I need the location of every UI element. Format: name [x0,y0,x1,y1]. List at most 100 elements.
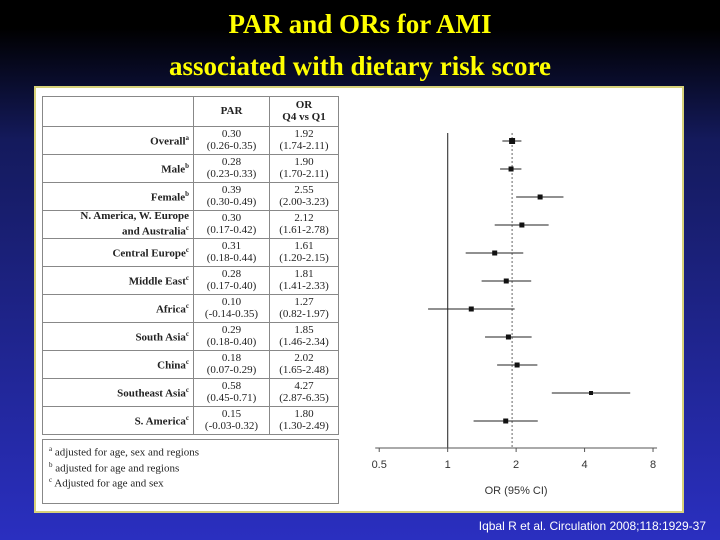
row-label: Chinac [42,350,194,379]
par-value: 0.29 [221,324,242,336]
row-label-footnote-mark: c [185,413,189,422]
row-par: 0.18 (0.07-0.29) [193,350,270,379]
row-label-footnote-mark: b [185,161,189,170]
header-or: OR Q4 vs Q1 [269,96,339,127]
or-ci: (0.82-1.97) [279,307,329,320]
par-ci: (0.18-0.44) [206,251,257,264]
par-ci: (0.45-0.71) [206,391,257,404]
point-estimate [503,418,509,424]
row-par: 0.10 (-0.14-0.35) [193,294,270,323]
table-row: Southeast Asiac 0.58 (0.45-0.71) 4.27 (2.87-… [42,378,339,407]
table-row: Middle Eastc 0.28 (0.17-0.40) 1.81 (1.41-2.3… [42,266,339,295]
row-par: 0.39 (0.30-0.49) [193,182,270,211]
citation: Iqbal R et al. Circulation 2008;118:1929… [478,519,706,533]
row-label: Africac [42,294,194,323]
row-label-text: Southeast Asia [117,387,186,400]
par-ci: (0.17-0.42) [206,223,257,236]
slide-title-line2: associated with dietary risk score [169,51,551,81]
footnote-text: Adjusted for age and sex [52,477,164,490]
or-value: 4.27 [294,380,314,392]
par-value: 0.30 [221,212,242,224]
row-label-footnote-mark: a [185,133,190,142]
forest-plot: 0.5 1 2 4 8 OR (95% CI) [372,133,658,497]
footnotes: a adjusted for age, sex and regions b adj… [42,439,339,504]
par-ci: (-0.14-0.35) [204,307,259,320]
or-value: 1.81 [294,268,314,280]
x-tick-label: 1 [445,459,451,471]
footnote-mark: b [49,460,53,469]
par-value: 0.30 [221,128,242,140]
x-tick-label: 8 [650,459,656,471]
row-or: 4.27 (2.87-6.35) [269,378,339,407]
row-label-footnote-mark: c [185,357,189,366]
par-value: 0.18 [221,352,242,364]
or-ci: (1.41-2.33) [279,279,329,292]
point-estimate [537,194,543,200]
par-value: 0.39 [221,184,242,196]
par-value: 0.31 [221,240,242,252]
or-ci: (1.30-2.49) [279,419,329,432]
row-label-footnote-mark: c [185,273,189,282]
row-par: 0.58 (0.45-0.71) [193,378,270,407]
or-ci: (1.65-2.48) [279,363,329,376]
row-label: Central Europec [42,238,194,267]
row-label-text: Middle East [128,275,186,288]
or-value: 1.85 [294,324,314,336]
row-label-text: Female [150,191,186,204]
point-estimate [509,138,516,144]
row-label: S. Americac [42,406,194,435]
footnote-item: c Adjusted for age and sex [49,474,332,490]
point-estimate [492,250,498,256]
or-value: 2.02 [294,352,314,364]
footnote-mark: c [49,476,53,485]
row-par: 0.15 (-0.03-0.32) [193,406,270,435]
row-label-text: S. America [134,415,186,428]
or-ci: (2.00-3.23) [279,195,329,208]
par-ci: (0.17-0.40) [206,279,257,292]
par-value: 0.15 [221,408,242,420]
or-value: 1.90 [294,156,314,168]
row-label: Middle Eastc [42,266,194,295]
row-label-text-2: and Australia [122,225,186,238]
row-or: 2.55 (2.00-3.23) [269,182,339,211]
row-or: 1.80 (1.30-2.49) [269,406,339,435]
par-ci: (-0.03-0.32) [204,419,259,432]
par-value: 0.58 [221,380,242,392]
row-label-footnote-mark: b [185,189,189,198]
row-or: 1.92 (1.74-2.11) [269,126,339,155]
point-estimate [589,391,594,395]
par-value: 0.10 [221,296,242,308]
or-value: 1.61 [294,240,314,252]
row-label: South Asiac [42,322,194,351]
slide-title-line1: PAR and ORs for AMI [228,9,492,39]
par-ci: (0.18-0.40) [206,335,257,348]
row-or: 2.02 (1.65-2.48) [269,350,339,379]
or-ci: (1.20-2.15) [279,251,329,264]
row-label-footnote-mark: c [185,329,189,338]
row-label-text: South Asia [135,331,186,344]
or-ci: (1.74-2.11) [279,139,329,152]
row-label-footnote-mark: c [185,245,189,254]
or-ci: (1.46-2.34) [279,335,329,348]
footnote-text: adjusted for age and regions [52,462,180,475]
par-ci: (0.30-0.49) [206,195,257,208]
x-axis-label: OR (95% CI) [485,485,548,497]
row-or: 1.90 (1.70-2.11) [269,154,339,183]
row-label-footnote-mark: c [185,301,189,310]
row-label-footnote-mark: c [185,385,189,394]
row-label-text: N. America, W. Europe [80,210,189,223]
par-ci: (0.23-0.33) [206,167,257,180]
point-estimate [508,166,514,172]
table-row: South Asiac 0.29 (0.18-0.40) 1.85 (1.46-2.34… [42,322,339,351]
point-estimate [503,278,509,284]
or-ci: (1.70-2.11) [279,167,329,180]
table-row: S. Americac 0.15 (-0.03-0.32) 1.80 (1.30-2.4… [42,406,339,435]
point-estimate [514,362,520,368]
row-label: Southeast Asiac [42,378,194,407]
or-value: 1.27 [294,296,314,308]
table-row: Central Europec 0.31 (0.18-0.44) 1.61 (1.20-… [42,238,339,267]
par-ci: (0.26-0.35) [206,139,257,152]
table-body: Overalla 0.30 (0.26-0.35) 1.92 (1.74-2.11) Ma… [42,126,339,435]
row-or: 1.85 (1.46-2.34) [269,322,339,351]
or-ci: (2.87-6.35) [279,391,329,404]
